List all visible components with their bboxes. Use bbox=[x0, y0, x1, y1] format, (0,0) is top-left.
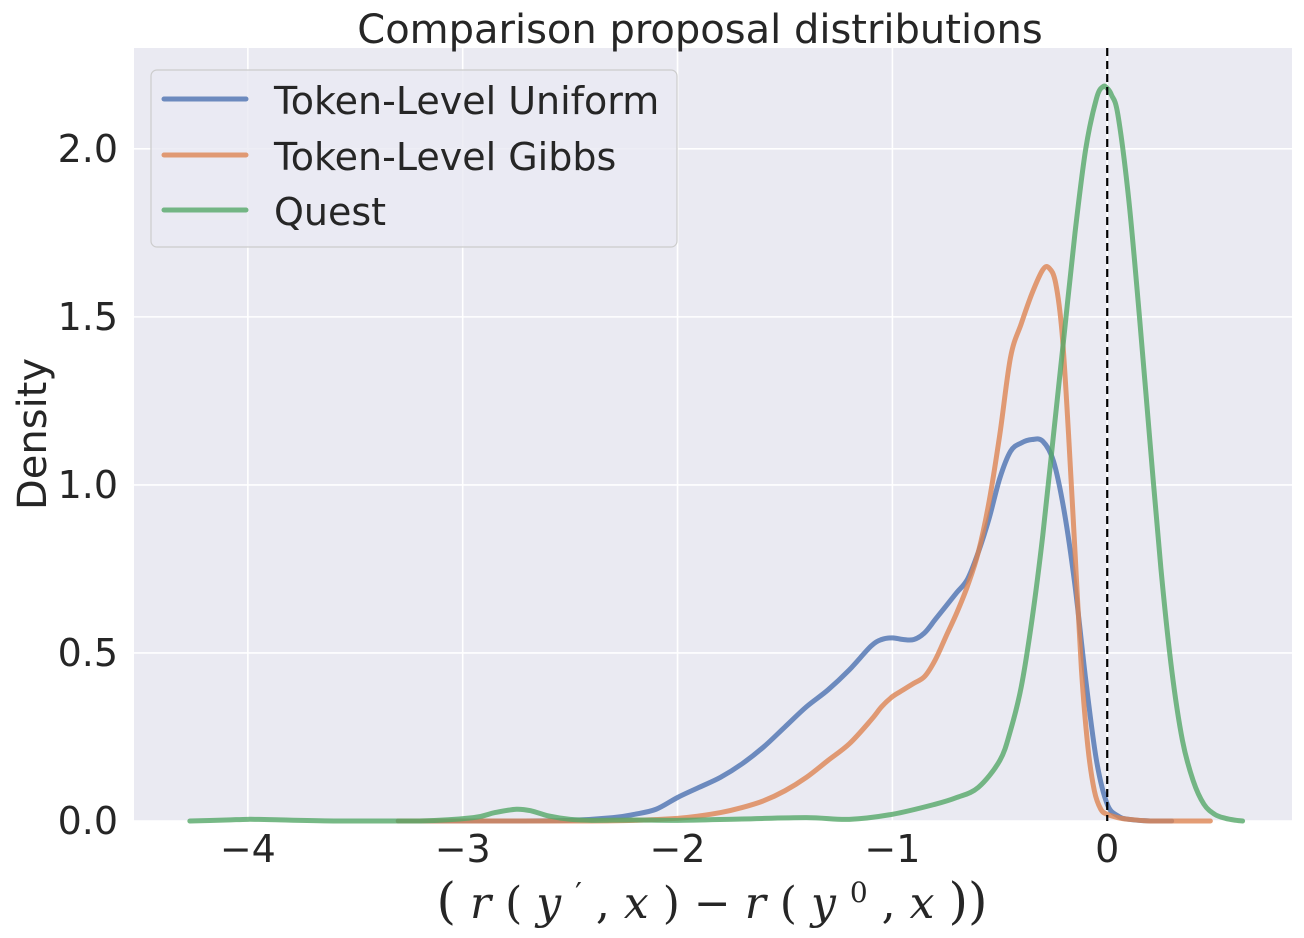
series-line-quest bbox=[187, 83, 1246, 824]
x-label-r1: r bbox=[470, 878, 494, 929]
series-line-token-level-gibbs bbox=[395, 264, 1213, 824]
x-label-open-paren: ( bbox=[437, 872, 457, 930]
legend-box bbox=[150, 69, 678, 248]
chart-title: Comparison proposal distributions bbox=[357, 7, 1042, 53]
y-tick-labels: 0.0 0.5 1.0 1.5 2.0 bbox=[58, 127, 118, 843]
x-label-y1: y bbox=[534, 878, 562, 929]
x-label-sup0: 0 bbox=[850, 876, 868, 909]
legend-label-token-level-gibbs: Token-Level Gibbs bbox=[273, 135, 616, 179]
x-label-prime: ′ bbox=[575, 877, 582, 912]
legend-label-quest: Quest bbox=[274, 190, 386, 234]
x-tick-label: −3 bbox=[435, 827, 491, 871]
x-tick-label: −1 bbox=[864, 827, 920, 871]
x-label-paren2: ( bbox=[780, 878, 797, 929]
x-label-close2: )) bbox=[948, 872, 987, 930]
x-label-x2: x bbox=[910, 878, 935, 929]
x-label-r2: r bbox=[745, 878, 769, 929]
x-label-comma1: , bbox=[596, 878, 624, 929]
x-label-minus: − bbox=[694, 878, 745, 929]
y-tick-label: 0.0 bbox=[58, 799, 118, 843]
y-axis-label: Density bbox=[10, 358, 56, 510]
x-tick-label: 0 bbox=[1095, 827, 1119, 871]
x-axis-label: ( r ( y ′ , x ) − r ( y 0 , x )) bbox=[437, 862, 988, 930]
x-label-close1: ) bbox=[663, 878, 680, 929]
x-tick-label: −2 bbox=[650, 827, 706, 871]
y-tick-label: 1.0 bbox=[58, 463, 118, 507]
y-tick-label: 2.0 bbox=[58, 127, 118, 171]
x-label-comma2: , bbox=[882, 878, 910, 929]
legend-label-token-level-uniform: Token-Level Uniform bbox=[273, 79, 659, 123]
y-tick-label: 0.5 bbox=[58, 631, 118, 675]
x-label-x1: x bbox=[624, 878, 649, 929]
x-tick-label: −4 bbox=[220, 827, 276, 871]
x-label-paren1: ( bbox=[505, 878, 522, 929]
y-tick-label: 1.5 bbox=[58, 295, 118, 339]
series-lines bbox=[187, 83, 1246, 824]
x-tick-labels: −4 −3 −2 −1 0 bbox=[220, 827, 1119, 871]
x-label-y2: y bbox=[809, 878, 837, 929]
legend: Token-Level Uniform Token-Level Gibbs Qu… bbox=[150, 69, 678, 248]
